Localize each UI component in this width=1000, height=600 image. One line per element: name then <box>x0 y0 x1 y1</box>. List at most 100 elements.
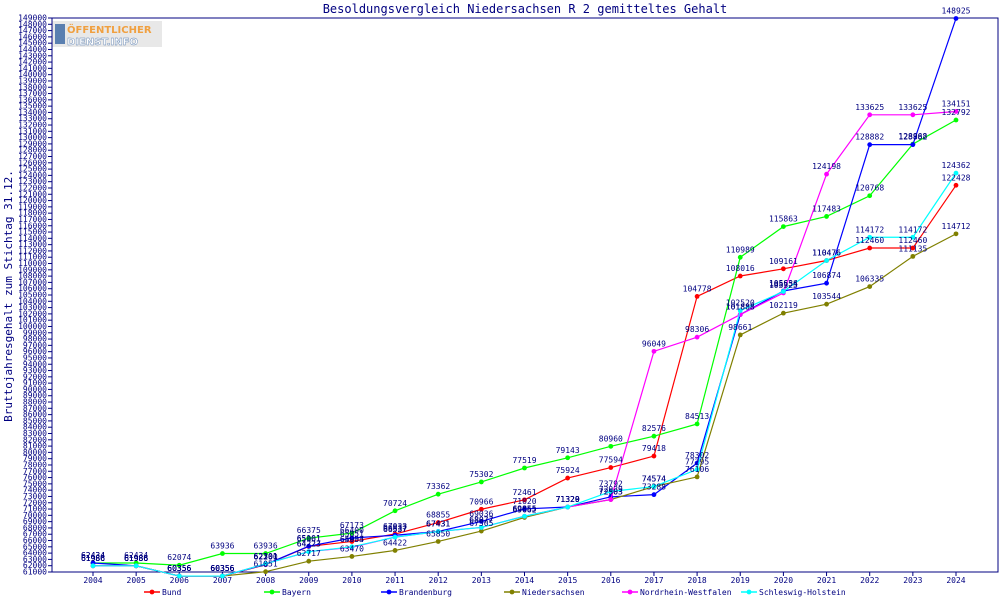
data-label: 133625 <box>898 103 927 112</box>
data-label: 70724 <box>383 499 407 508</box>
data-label: 60356 <box>210 564 234 573</box>
data-point <box>651 348 657 354</box>
data-label: 75924 <box>556 466 580 475</box>
y-tick-label: 123000 <box>18 177 47 186</box>
data-point <box>953 182 959 188</box>
x-tick-label: 2009 <box>299 576 318 585</box>
data-label: 120768 <box>855 184 884 193</box>
y-tick-label: 64000 <box>23 549 47 558</box>
y-tick-label: 93000 <box>23 366 47 375</box>
data-label: 112460 <box>898 236 927 245</box>
data-point <box>694 293 700 299</box>
data-label: 62434 <box>81 551 105 560</box>
data-label: 60356 <box>167 564 191 573</box>
x-tick-label: 2024 <box>946 576 965 585</box>
data-point <box>824 214 829 219</box>
y-tick-label: 145000 <box>18 39 47 48</box>
y-tick-label: 134000 <box>18 108 47 117</box>
data-point <box>349 530 355 536</box>
data-label: 114172 <box>855 225 884 234</box>
data-point <box>953 16 959 21</box>
data-label: 69036 <box>469 509 493 518</box>
data-label: 106335 <box>855 275 884 284</box>
y-tick-label: 77000 <box>23 467 47 476</box>
y-axis-label: Bruttojahresgehalt zum Stichtag 31.12. <box>2 170 15 422</box>
x-tick-label: 2011 <box>385 576 404 585</box>
data-point <box>651 492 657 498</box>
y-tick-label: 65000 <box>23 542 47 551</box>
data-point <box>694 421 700 427</box>
y-tick-label: 67000 <box>23 530 47 539</box>
data-label: 112460 <box>855 236 884 245</box>
data-point <box>478 525 484 530</box>
data-point <box>694 334 700 340</box>
x-tick-label: 2006 <box>170 576 189 585</box>
x-tick-label: 2023 <box>903 576 922 585</box>
data-label: 64934 <box>340 535 364 544</box>
y-tick-label: 122000 <box>18 183 47 192</box>
data-point <box>867 112 873 118</box>
data-label: 67173 <box>340 521 364 530</box>
x-tick-label: 2004 <box>83 576 102 585</box>
y-tick-label: 76000 <box>23 473 47 482</box>
y-tick-label: 119000 <box>18 202 47 211</box>
data-point <box>824 171 829 177</box>
data-label: 98661 <box>728 323 752 332</box>
x-tick-label: 2013 <box>472 576 491 585</box>
data-label: 128968 <box>898 132 927 141</box>
data-label: 67431 <box>426 520 450 529</box>
data-label: 64223 <box>297 540 321 549</box>
y-tick-label: 118000 <box>18 209 47 218</box>
data-point <box>392 548 398 553</box>
logo-mark <box>55 24 65 44</box>
y-tick-label: 97000 <box>23 341 47 350</box>
data-label: 66837 <box>383 523 407 532</box>
data-label: 67033 <box>383 522 407 531</box>
data-label: 70966 <box>469 497 493 506</box>
data-point <box>910 112 916 118</box>
y-tick-label: 70000 <box>23 511 47 520</box>
data-label: 132792 <box>942 108 971 117</box>
y-tick-label: 143000 <box>18 51 47 60</box>
data-label: 84513 <box>685 412 709 421</box>
data-label: 60356 <box>210 564 234 573</box>
data-point <box>263 551 268 556</box>
legend-swatch-marker <box>509 589 515 595</box>
data-label: 105555 <box>769 280 798 289</box>
data-label: 71320 <box>556 495 580 504</box>
x-tick-label: 2005 <box>127 576 146 585</box>
data-label: 65003 <box>340 535 364 544</box>
data-point <box>737 308 743 314</box>
data-label: 69855 <box>512 504 536 513</box>
y-tick-label: 108000 <box>18 272 47 281</box>
data-point <box>392 508 398 514</box>
data-point <box>608 497 614 502</box>
data-label: 72503 <box>599 488 623 497</box>
data-label: 73362 <box>426 482 450 491</box>
y-tick-label: 127000 <box>18 152 47 161</box>
data-label: 65101 <box>297 534 321 543</box>
x-tick-label: 2015 <box>558 576 577 585</box>
data-point <box>781 289 786 294</box>
data-label: 66375 <box>297 526 321 535</box>
y-tick-label: 146000 <box>18 32 47 41</box>
y-tick-label: 92000 <box>23 372 47 381</box>
y-tick-label: 125000 <box>18 165 47 174</box>
data-point <box>435 491 441 497</box>
data-label: 73288 <box>642 483 666 492</box>
data-label: 61986 <box>124 554 148 563</box>
y-tick-label: 115000 <box>18 228 47 237</box>
data-label: 62301 <box>254 552 278 561</box>
axes: 6100062000630006400065000660006700068000… <box>18 14 999 585</box>
data-label: 96049 <box>642 339 666 348</box>
data-point <box>867 142 873 148</box>
data-point <box>867 284 873 289</box>
data-label: 62160 <box>254 553 278 562</box>
data-point <box>306 558 312 564</box>
logo-line2: DIENST.INFO <box>67 37 138 48</box>
data-label: 66400 <box>340 526 364 535</box>
data-point <box>651 484 657 489</box>
y-tick-label: 81000 <box>23 442 47 451</box>
data-point <box>565 455 571 461</box>
